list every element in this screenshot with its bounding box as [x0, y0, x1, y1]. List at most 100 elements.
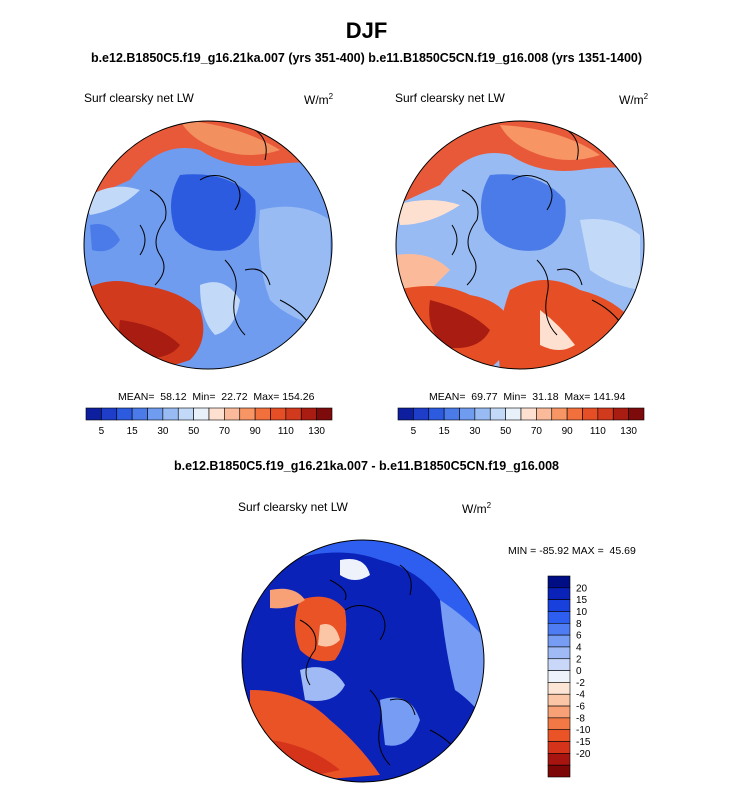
panel1-colorbar-swatch: [270, 407, 287, 421]
panel2-colorbar-swatch: [597, 407, 614, 421]
diff-colorbar-tick-label: -10: [576, 725, 591, 736]
panel2-colorbar-swatch: [520, 407, 537, 421]
diff-colorbar-swatch: [547, 658, 571, 671]
panel1-colorbar-tick-label: 50: [188, 426, 200, 437]
panel2-colorbar-swatch: [505, 407, 522, 421]
diff-colorbar-swatch: [547, 634, 571, 648]
panel1-colorbar-tick-label: 30: [157, 426, 169, 437]
panel2-colorbar: 5 15 30 50 70 90 110 130: [397, 407, 645, 437]
panel1-colorbar-tick-label: 15: [127, 426, 139, 437]
panel1-colorbar-swatch: [239, 407, 256, 421]
diff-colorbar-swatch: [547, 587, 571, 600]
diff-colorbar-tick-label: 15: [576, 595, 588, 606]
panel2-map: [396, 121, 644, 369]
panel1-colorbar-swatch: [177, 407, 194, 421]
figure-subtitle: b.e12.B1850C5.f19_g16.21ka.007 (yrs 351-…: [90, 51, 643, 65]
panel1-colorbar: 5 15 30 50 70 90 110 130: [85, 407, 333, 437]
panel1-colorbar-swatch: [208, 407, 225, 421]
diff-colorbar-swatch: [547, 753, 571, 766]
diff-colorbar-swatch: [547, 693, 571, 707]
panel2-colorbar-tick-label: 50: [500, 426, 512, 437]
diff-minmax: MIN = -85.92 MAX = 45.69: [508, 545, 636, 557]
panel1-colorbar-swatch: [285, 407, 302, 421]
panel2-colorbar-tick-label: 130: [620, 426, 637, 437]
panel2-colorbar-swatch: [612, 407, 629, 421]
panel1-colorbar-swatch: [193, 407, 210, 421]
panel2-colorbar-tick-label: 90: [562, 426, 574, 437]
panel2-colorbar-swatch: [428, 407, 445, 421]
diff-colorbar-swatch: [547, 575, 571, 589]
diff-unit: W/m2: [462, 501, 492, 516]
diff-colorbar-tick-label: 10: [576, 607, 588, 618]
panel2-colorbar-swatch: [474, 407, 491, 421]
panel1-stats: MEAN= 58.12 Min= 22.72 Max= 154.26: [118, 391, 315, 403]
diff-map-border: [241, 539, 485, 783]
panel2-colorbar-swatch: [566, 407, 583, 421]
diff-colorbar-swatch: [547, 682, 571, 695]
diff-colorbar-tick-label: 4: [576, 642, 582, 653]
panel1-map-border: [83, 120, 333, 370]
panel2-colorbar-swatch: [489, 407, 506, 421]
panel2-colorbar-swatch: [443, 407, 460, 421]
panel1-unit: W/m2: [304, 92, 334, 107]
panel2-field-label: Surf clearsky net LW: [395, 91, 505, 105]
diff-colorbar-swatch: [547, 764, 571, 778]
panel2-colorbar-swatch: [551, 407, 568, 421]
diff-colorbar-tick-label: -15: [576, 737, 591, 748]
panel2-colorbar-swatch: [628, 407, 645, 421]
diff-map: [242, 540, 484, 782]
diff-colorbar-tick-label: -8: [576, 713, 585, 724]
diff-colorbar-tick-label: 0: [576, 666, 582, 677]
panel2-stats: MEAN= 69.77 Min= 31.18 Max= 141.94: [429, 391, 626, 403]
panel2-colorbar-tick-label: 110: [590, 426, 606, 437]
panel1-colorbar-tick-label: 70: [219, 426, 231, 437]
panel1-field-label: Surf clearsky net LW: [84, 91, 194, 105]
diff-colorbar-tick-label: 8: [576, 619, 582, 630]
diff-colorbar-swatch: [547, 705, 571, 719]
panel2-map-border: [395, 120, 645, 370]
diff-field-label: Surf clearsky net LW: [238, 500, 348, 514]
panel1-colorbar-swatch: [300, 407, 317, 421]
panel1-colorbar-swatch: [316, 407, 333, 421]
diff-colorbar-swatch: [547, 611, 571, 624]
panel2-colorbar-tick-label: 70: [531, 426, 543, 437]
diff-colorbar-swatch: [547, 717, 571, 731]
panel1-colorbar-tick-label: 90: [250, 426, 262, 437]
panel1-colorbar-swatch: [85, 407, 102, 421]
panel1-colorbar-tick-label: 110: [278, 426, 294, 437]
diff-colorbar-swatch: [547, 622, 571, 636]
diff-colorbar-tick-label: 2: [576, 654, 582, 665]
panel1-colorbar-tick-label: 130: [308, 426, 325, 437]
diff-colorbar-swatch: [547, 646, 571, 660]
panel2-colorbar-swatch: [582, 407, 599, 421]
diff-colorbar-tick-label: -20: [576, 749, 591, 760]
panel1-colorbar-swatch: [101, 407, 118, 421]
panel2-colorbar-swatch: [413, 407, 430, 421]
diff-colorbar-tick-label: -6: [576, 702, 585, 713]
diff-colorbar-tick-label: 6: [576, 631, 582, 642]
panel1-colorbar-swatch: [116, 407, 133, 421]
panel1-colorbar-swatch: [254, 407, 271, 421]
diff-colorbar-swatch: [547, 729, 571, 742]
panel2-colorbar-tick-label: 30: [469, 426, 481, 437]
panel2-unit: W/m2: [619, 92, 649, 107]
panel1-map: [84, 121, 332, 369]
panel2-colorbar-swatch: [536, 407, 553, 421]
diff-colorbar-tick-label: -2: [576, 678, 585, 689]
panel2-colorbar-tick-label: 15: [439, 426, 451, 437]
panel1-colorbar-swatch: [147, 407, 164, 421]
figure-title: DJF: [345, 18, 388, 43]
diff-colorbar-tick-label: -4: [576, 690, 585, 701]
diff-colorbar-swatch: [547, 741, 571, 754]
panel1-colorbar-swatch: [224, 407, 241, 421]
panel2-colorbar-swatch: [459, 407, 476, 421]
panel1-colorbar-swatch: [131, 407, 148, 421]
panel1-colorbar-tick-label: 5: [99, 426, 105, 437]
diff-colorbar-swatch: [547, 599, 571, 612]
panel2-colorbar-swatch: [397, 407, 414, 421]
diff-title: b.e12.B1850C5.f19_g16.21ka.007 - b.e11.B…: [174, 459, 559, 473]
diff-colorbar-tick-label: 20: [576, 583, 588, 594]
panel1-colorbar-swatch: [162, 407, 179, 421]
